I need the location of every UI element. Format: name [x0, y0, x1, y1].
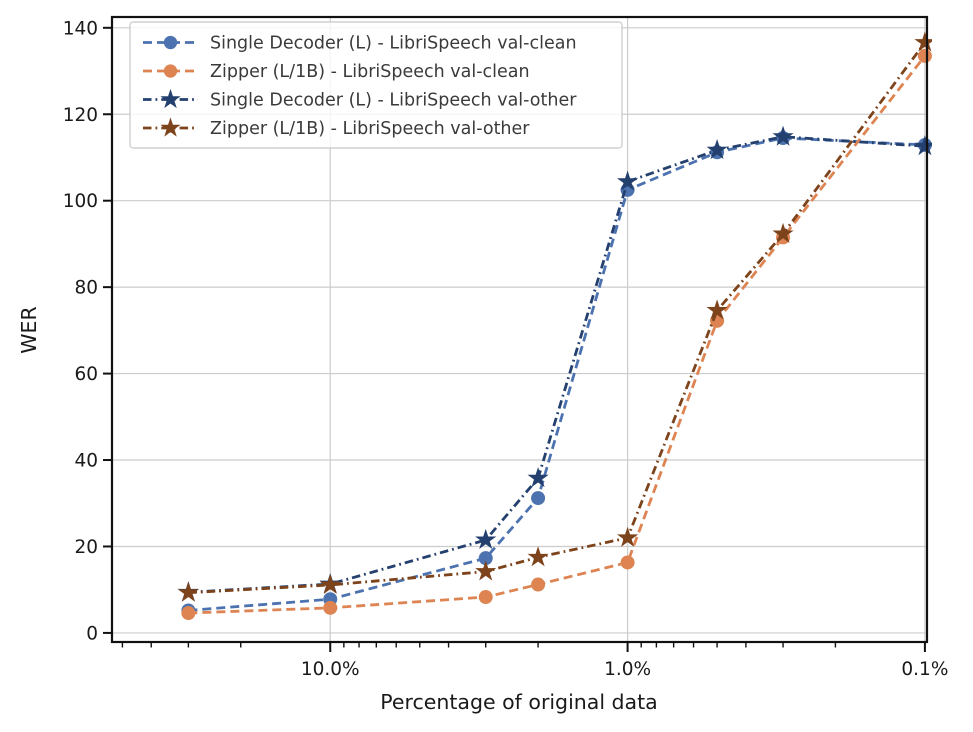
legend-item-0: Single Decoder (L) - LibriSpeech val-cle…	[143, 34, 577, 54]
series-line	[188, 136, 925, 612]
legend-label: Zipper (L/1B) - LibriSpeech val-other	[210, 119, 530, 139]
star-marker	[617, 170, 639, 191]
legend-item-3: Zipper (L/1B) - LibriSpeech val-other	[143, 117, 530, 139]
y-tick-label: 100	[63, 191, 98, 212]
legend-label: Single Decoder (L) - LibriSpeech val-cle…	[210, 34, 577, 54]
circle-marker	[917, 48, 932, 63]
star-marker	[160, 117, 181, 137]
circle-marker	[323, 600, 338, 615]
star-marker	[475, 560, 497, 581]
y-tick-label: 140	[63, 18, 98, 39]
star-marker	[706, 299, 728, 320]
y-axis-title: WER	[17, 306, 41, 353]
data-series	[177, 31, 932, 621]
x-tick-label: 0.1%	[901, 659, 948, 680]
series-line	[188, 135, 926, 594]
star-marker	[527, 546, 549, 567]
legend-label: Zipper (L/1B) - LibriSpeech val-clean	[210, 62, 530, 82]
legend-item-1: Zipper (L/1B) - LibriSpeech val-clean	[143, 62, 530, 82]
star-marker	[772, 222, 794, 243]
y-tick-label: 60	[74, 364, 98, 385]
star-marker	[319, 573, 341, 594]
axes-frame	[110, 15, 929, 644]
circle-marker	[181, 606, 196, 621]
star-marker	[177, 581, 199, 602]
circle-marker	[163, 64, 178, 78]
circle-marker	[478, 551, 493, 566]
series-0	[181, 131, 932, 618]
y-tick-label: 80	[74, 278, 98, 299]
circle-marker	[163, 35, 178, 50]
series-3	[177, 31, 932, 602]
star-marker	[160, 88, 181, 109]
star-marker	[617, 526, 639, 547]
star-marker	[475, 528, 497, 549]
circle-marker	[478, 590, 493, 605]
star-marker	[527, 467, 549, 488]
plot-border	[110, 15, 929, 644]
y-tick-label: 20	[74, 537, 98, 558]
circle-marker	[531, 577, 546, 592]
legend-label: Single Decoder (L) - LibriSpeech val-oth…	[210, 91, 577, 111]
circle-marker	[531, 491, 546, 506]
star-marker	[706, 139, 728, 160]
legend-box	[129, 21, 623, 149]
series-line	[188, 55, 927, 615]
x-tick-label: 1.0%	[604, 659, 651, 680]
circle-marker	[620, 555, 635, 570]
star-marker	[772, 125, 794, 146]
series-line	[188, 41, 927, 595]
chart-legend: Single Decoder (L) - LibriSpeech val-cle…	[129, 21, 623, 149]
series-2	[177, 125, 932, 602]
legend-item-2: Single Decoder (L) - LibriSpeech val-oth…	[143, 88, 577, 111]
y-tick-label: 0	[86, 623, 98, 644]
y-tick-label: 120	[63, 105, 98, 126]
x-axis-title: Percentage of original data	[380, 690, 657, 714]
axis-ticks	[103, 26, 926, 652]
x-tick-label: 10.0%	[301, 659, 360, 680]
y-tick-label: 40	[74, 451, 98, 472]
tick-labels: 0 20 40 60 80 100 120 140 10.0% 1.0% 0.1%	[63, 18, 949, 680]
series-1	[181, 48, 932, 621]
